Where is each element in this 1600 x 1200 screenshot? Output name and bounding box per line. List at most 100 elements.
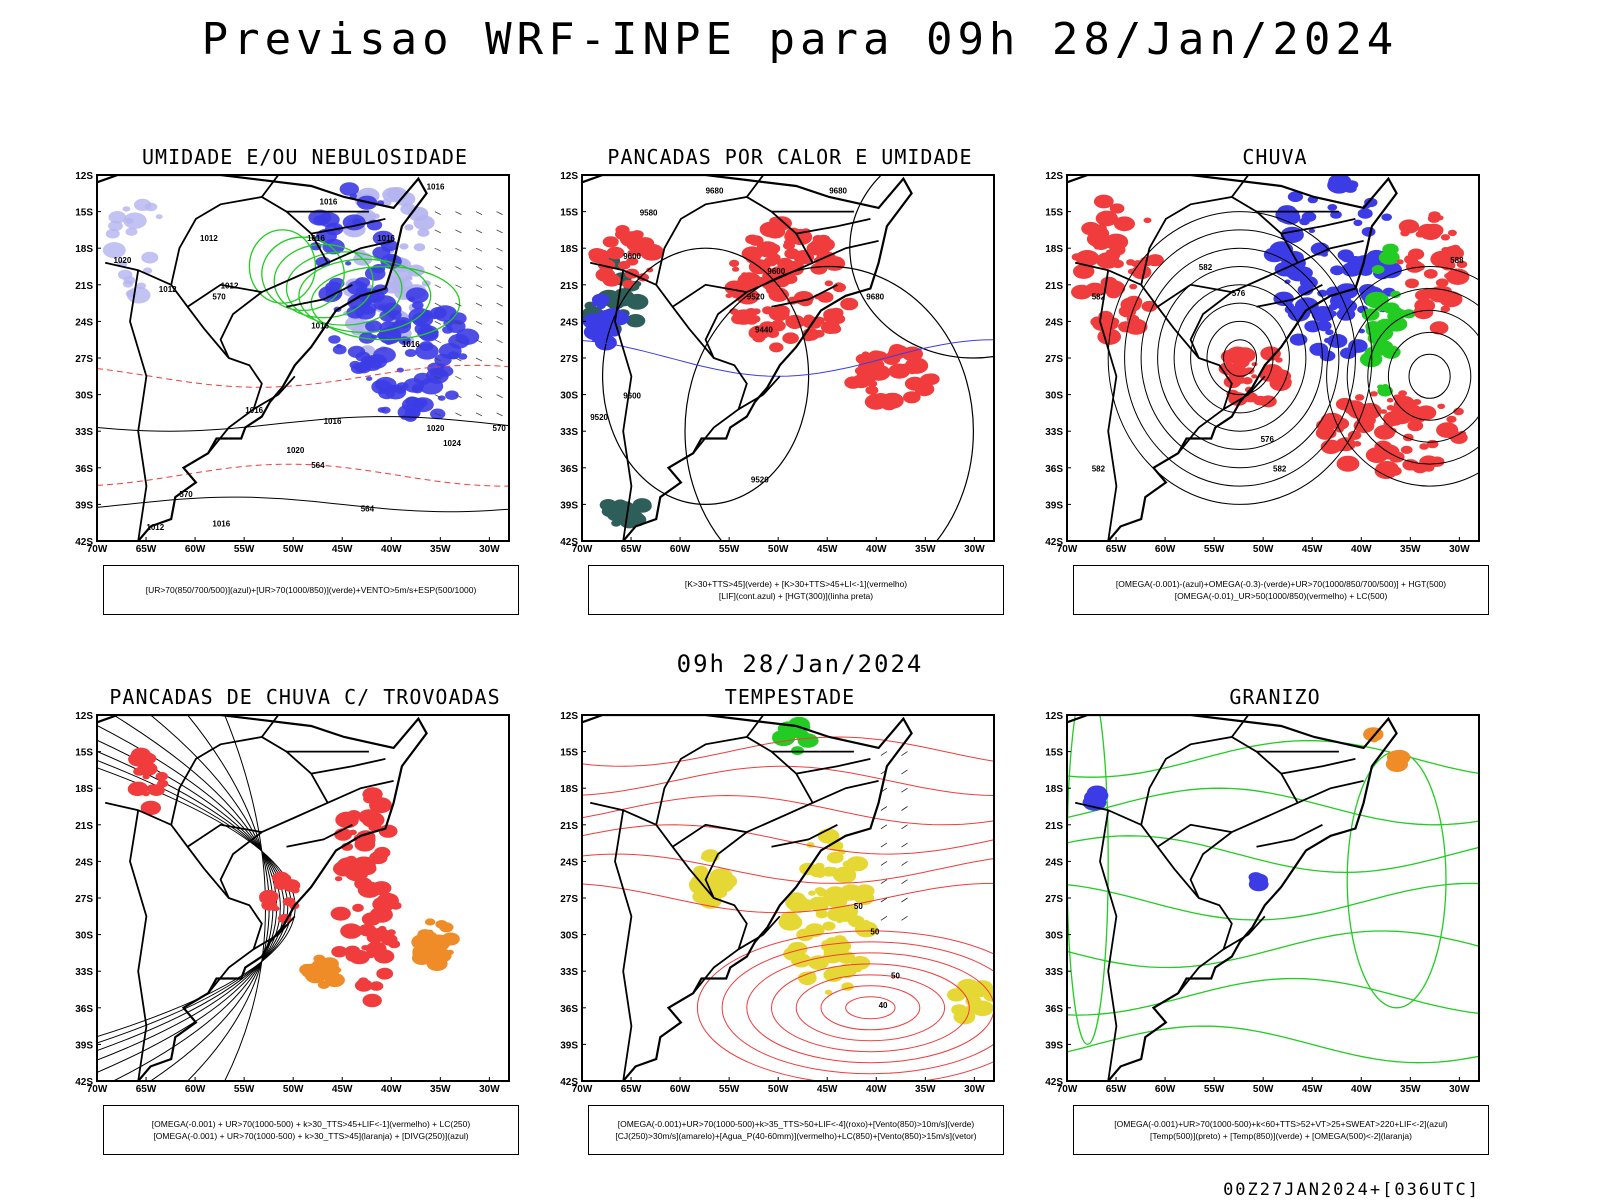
coastline <box>582 715 913 1081</box>
lon-tick-label: 50W <box>1253 1084 1274 1095</box>
contour-label: 9520 <box>751 475 769 484</box>
legend-line: [CJ(250)>30m/s](amarelo)+[Agua_P(40-60mm… <box>615 1131 977 1141</box>
lon-tick-label: 45W <box>332 1084 353 1095</box>
lat-tick-label: 36S <box>560 464 578 475</box>
lat-tick-label: 33S <box>560 967 578 978</box>
lon-tick-label: 70W <box>572 1084 593 1095</box>
panel-granizo: GRANIZO 12S 15S 18S 21S 24S 27S 30S 33S 36S 39S 42S… <box>1035 685 1525 1175</box>
lat-tick-label: 39S <box>560 500 578 511</box>
footer-run-time: 00Z27JAN2024+[036UTC] <box>1223 1180 1480 1200</box>
weather-map: 50 50 50 40 12S 15S 18S 21S 24S 27S 30S 33S 36S 39S 42… <box>560 711 995 1095</box>
lon-tick-label: 50W <box>768 1084 789 1095</box>
contour-label: 9580 <box>640 208 658 217</box>
contour-label: 50 <box>854 902 863 911</box>
legend-line: [OMEGA(-0.001)+UR>70(1000-500)+k<60+TTS>… <box>1114 1119 1448 1129</box>
panel-title: PANCADAS DE CHUVA C/ TROVOADAS <box>109 685 501 709</box>
contour-label: 1024 <box>443 439 461 448</box>
panel-pancadas-calor: PANCADAS POR CALOR E UMIDADE 9680 9680 9580… <box>550 145 1040 635</box>
contour-label: 1020 <box>427 424 445 433</box>
lat-tick-label: 33S <box>1045 967 1063 978</box>
contour-label: 1016 <box>307 234 325 243</box>
lat-tick-label: 42S <box>560 537 578 548</box>
lon-tick-label: 55W <box>719 1084 740 1095</box>
contour-label: 582 <box>1092 292 1106 301</box>
lat-tick-label: 42S <box>75 537 93 548</box>
lon-tick-label: 70W <box>1057 544 1078 555</box>
lat-tick-label: 27S <box>75 894 93 905</box>
lon-tick-label: 40W <box>866 544 887 555</box>
lon-tick-label: 70W <box>87 544 108 555</box>
lat-tick-label: 42S <box>1045 537 1063 548</box>
lon-tick-label: 45W <box>817 544 838 555</box>
contour-label: 1016 <box>324 417 342 426</box>
lon-tick-label: 55W <box>1204 544 1225 555</box>
legend-line: [OMEGA(-0.001)+UR>70(1000-500)+k>35_TTS>… <box>617 1119 975 1129</box>
lat-tick-label: 15S <box>1045 748 1063 759</box>
lon-tick-label: 30W <box>964 544 985 555</box>
contour-label: 1016 <box>427 183 445 192</box>
lat-tick-label: 18S <box>75 784 93 795</box>
contour-label: 570 <box>179 490 193 499</box>
panel-trovoadas: PANCADAS DE CHUVA C/ TROVOADAS 12S 15S 18S 2… <box>65 685 555 1175</box>
lat-tick-label: 21S <box>1045 281 1063 292</box>
lat-tick-label: 21S <box>1045 821 1063 832</box>
lon-tick-label: 65W <box>1106 1084 1127 1095</box>
panel-title: PANCADAS POR CALOR E UMIDADE <box>607 145 973 169</box>
contour-label: 9520 <box>747 292 765 301</box>
lat-tick-label: 18S <box>1045 244 1063 255</box>
lon-tick-label: 30W <box>1449 1084 1470 1095</box>
lon-tick-label: 50W <box>283 1084 304 1095</box>
lat-tick-label: 42S <box>75 1077 93 1088</box>
lat-tick-label: 24S <box>75 317 93 328</box>
legend-line: [K>30+TTS>45](verde) + [K>30+TTS>45+LI<-… <box>684 579 908 589</box>
coastline <box>582 175 913 541</box>
panel-legend: [K>30+TTS>45](verde) + [K>30+TTS>45+LI<-… <box>588 565 1004 615</box>
contour-label: 1016 <box>245 406 263 415</box>
panel-legend: [OMEGA(-0.001) + UR>70(1000-500) + k>30_… <box>103 1105 519 1155</box>
panel-title: CHUVA <box>1242 145 1308 169</box>
lon-tick-label: 45W <box>1302 544 1323 555</box>
panel-legend: [UR>70(850/700/500)](azul)+[UR>70(1000/8… <box>103 565 519 615</box>
contour-label: 1012 <box>159 285 177 294</box>
lat-tick-label: 18S <box>75 244 93 255</box>
lon-tick-label: 65W <box>621 544 642 555</box>
coastline <box>97 715 428 1081</box>
lon-tick-label: 30W <box>479 544 500 555</box>
lon-tick-label: 65W <box>136 544 157 555</box>
lon-tick-label: 35W <box>915 1084 936 1095</box>
lon-tick-label: 70W <box>572 544 593 555</box>
lat-tick-label: 36S <box>1045 1004 1063 1015</box>
lon-tick-label: 55W <box>719 544 740 555</box>
legend-line: [UR>70(850/700/500)](azul)+[UR>70(1000/8… <box>145 585 477 595</box>
contour-label: 582 <box>1092 465 1106 474</box>
coastline <box>1067 715 1398 1081</box>
lon-tick-label: 60W <box>185 1084 206 1095</box>
legend-line: [OMEGA(-0.001) + UR>70(1000-500) + k>30_… <box>153 1131 469 1141</box>
lon-tick-label: 50W <box>768 544 789 555</box>
contour-label: 570 <box>212 292 226 301</box>
contour-label: 588 <box>1450 256 1464 265</box>
contour-label: 582 <box>1199 263 1213 272</box>
lon-tick-label: 35W <box>1400 1084 1421 1095</box>
lat-tick-label: 15S <box>75 748 93 759</box>
lat-tick-label: 39S <box>1045 1040 1063 1051</box>
panel-umidade: UMIDADE E/OU NEBULOSIDADE 1016 1016 1016 101… <box>65 145 555 635</box>
lon-tick-label: 45W <box>1302 1084 1323 1095</box>
lon-tick-label: 50W <box>1253 544 1274 555</box>
lat-tick-label: 30S <box>560 391 578 402</box>
lat-tick-label: 15S <box>1045 208 1063 219</box>
contour-label: 1016 <box>402 340 420 349</box>
lat-tick-label: 24S <box>1045 317 1063 328</box>
lat-tick-label: 24S <box>75 857 93 868</box>
lat-tick-label: 21S <box>560 281 578 292</box>
contour-label: 1016 <box>311 322 329 331</box>
lat-tick-label: 39S <box>1045 500 1063 511</box>
lon-tick-label: 65W <box>1106 544 1127 555</box>
lat-tick-label: 15S <box>75 208 93 219</box>
main-title: Previsao WRF-INPE para 09h 28/Jan/2024 <box>201 14 1399 65</box>
lon-tick-label: 55W <box>234 1084 255 1095</box>
contour-label: 9680 <box>706 186 724 195</box>
contour-label: 564 <box>311 461 325 470</box>
lon-tick-label: 65W <box>136 1084 157 1095</box>
lat-tick-label: 12S <box>1045 711 1063 722</box>
